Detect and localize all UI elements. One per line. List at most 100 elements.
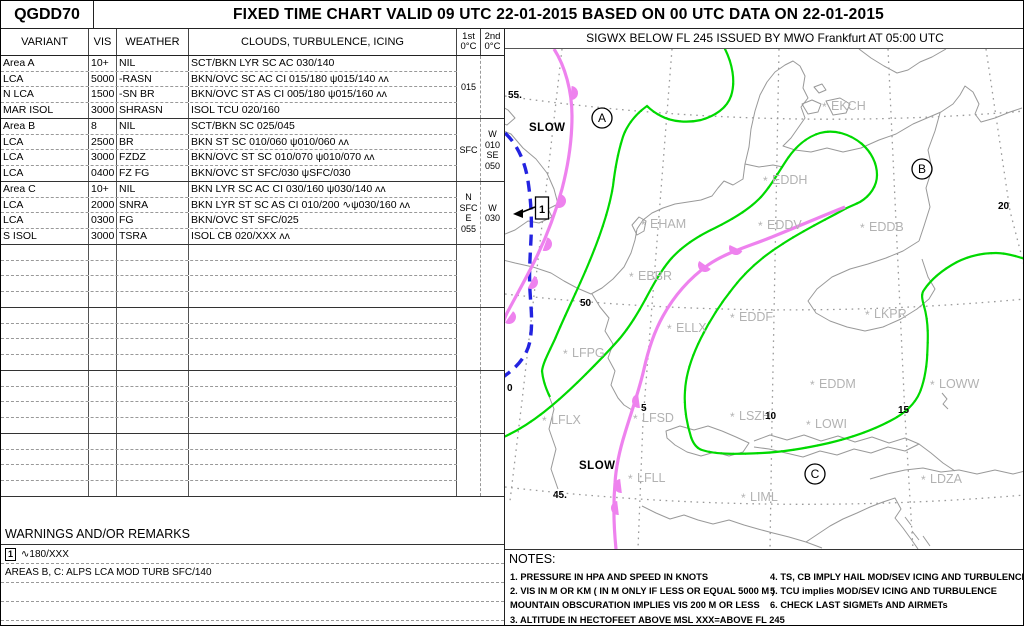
meridian-20e xyxy=(985,49,1023,264)
area-circle-a xyxy=(591,107,613,129)
cell-weather xyxy=(117,245,189,260)
station-label-lfsd: LFSD xyxy=(642,411,674,425)
cell-variant: LCA xyxy=(1,71,89,86)
cell-2nd-0c xyxy=(481,371,504,433)
table-group-empty xyxy=(1,371,504,434)
border-sava xyxy=(869,467,1023,480)
cell-clouds xyxy=(189,308,457,323)
cell-weather xyxy=(117,417,189,433)
coast-danish-isle-1 xyxy=(801,99,822,115)
cell-1st-0c: 015 xyxy=(457,56,481,118)
cell-clouds: BKN/OVC SC AC CI 015/180 ψ015/140 ʌʌ xyxy=(189,71,457,86)
coord-label-45: 45. xyxy=(553,490,567,501)
cell-vis xyxy=(89,339,117,354)
cell-clouds: BKN LYR ST SC AS CI 010/200 ∿ψ030/160 ʌʌ xyxy=(189,197,457,212)
station-marker-icon: * xyxy=(730,311,735,325)
cell-vis: 0400 xyxy=(89,165,117,181)
coast-liguria-po xyxy=(641,505,823,549)
cell-vis: 5000 xyxy=(89,71,117,86)
cell-variant xyxy=(1,339,89,354)
cell-variant: LCA xyxy=(1,134,89,149)
cell-weather: SHRASN xyxy=(117,102,189,118)
col-header-2nd-0c: 2nd 0°C xyxy=(484,31,501,52)
coord-label-10: 10 xyxy=(765,411,777,422)
warning-1-marker-label: 1 xyxy=(539,204,545,216)
note-line: 4. TS, CB IMPLY HAIL MOD/SEV ICING AND T… xyxy=(770,572,1024,582)
note-line: 1. PRESSURE IN HPA AND SPEED IN KNOTS xyxy=(510,572,709,582)
station-label-lflx: LFLX xyxy=(551,413,582,427)
area-label-c: C xyxy=(811,467,820,481)
table-row: LCA 5000 -RASN BKN/OVC SC AC CI 015/180 ψ01… xyxy=(1,71,457,87)
table-row-empty xyxy=(1,308,457,324)
cell-1st-0c xyxy=(457,308,481,370)
cell-weather xyxy=(117,480,189,496)
table-row: LCA 0400 FZ FG BKN/OVC ST SFC/030 ψSFC/030 xyxy=(1,165,457,181)
cell-vis xyxy=(89,465,117,480)
table-row-empty xyxy=(1,465,457,481)
front-symbol xyxy=(729,245,743,255)
cell-vis: 1500 xyxy=(89,87,117,102)
cell-vis xyxy=(89,323,117,338)
station-label-eddf: EDDF xyxy=(739,310,773,324)
table-group-empty xyxy=(1,434,504,497)
cell-clouds xyxy=(189,323,457,338)
station-label-liml: LIML xyxy=(750,490,778,504)
coast-danish-isle-2 xyxy=(825,97,851,116)
station-marker-icon: * xyxy=(633,412,638,426)
station-label-eddv: EDDV xyxy=(767,218,802,232)
cell-variant: LCA xyxy=(1,165,89,181)
station-label-eddb: EDDB xyxy=(869,220,904,234)
border-oder xyxy=(918,112,941,242)
table-row-empty xyxy=(1,339,457,355)
cell-variant xyxy=(1,323,89,338)
cell-weather: -RASN xyxy=(117,71,189,86)
cell-variant xyxy=(1,245,89,260)
station-marker-icon: * xyxy=(730,410,735,424)
table-row-empty xyxy=(1,371,457,387)
cell-variant: Area B xyxy=(1,119,89,134)
cell-variant xyxy=(1,291,89,307)
station-label-ekch: EKCH xyxy=(831,99,866,113)
lake-neusiedl xyxy=(941,392,949,410)
table-row: LCA 2500 BR BKN ST SC 010/060 ψ010/060 ʌʌ xyxy=(1,134,457,150)
front-symbol xyxy=(611,501,619,515)
cell-clouds xyxy=(189,245,457,260)
warning-row-empty xyxy=(1,602,504,621)
table-row: MAR ISOL 3000 SHRASN ISOL TCU 020/160 xyxy=(1,102,457,118)
table-row: Area A 10+ NIL SCT/BKN LYR SC AC 030/140 xyxy=(1,56,457,72)
front-symbol xyxy=(542,237,552,251)
front-symbol xyxy=(570,86,578,100)
coast-sweden xyxy=(858,49,947,74)
cell-clouds: BKN/OVC ST AS CI 005/180 ψ015/160 ʌʌ xyxy=(189,87,457,102)
cell-clouds xyxy=(189,260,457,275)
cell-1st-0c xyxy=(457,245,481,307)
cell-vis xyxy=(89,276,117,291)
cell-2nd-0c xyxy=(481,56,504,118)
note-line: 6. CHECK LAST SIGMETs AND AIRMETs xyxy=(770,600,948,611)
front-motion-label-1: SLOW xyxy=(529,122,566,134)
table-row: N LCA 1500 -SN BR BKN/OVC ST AS CI 005/180 … xyxy=(1,87,457,103)
cell-weather xyxy=(117,260,189,275)
coast-croatian-islands xyxy=(904,516,931,547)
cell-2nd-0c xyxy=(481,434,504,496)
coord-label-0: 0 xyxy=(507,383,513,394)
instability-line xyxy=(505,131,534,378)
area-circle-c xyxy=(804,463,826,485)
table-group-empty xyxy=(1,245,504,308)
graticule xyxy=(505,49,1023,549)
coord-label-55: 55. xyxy=(508,90,522,101)
table-row-empty xyxy=(1,402,457,418)
notes-panel: NOTES: 1. PRESSURE IN HPA AND SPEED IN K… xyxy=(505,549,1024,625)
cloud-area-boundaries xyxy=(505,49,1023,454)
cell-weather xyxy=(117,434,189,449)
warning-1-arrowhead xyxy=(513,209,523,218)
meridian-5e xyxy=(637,49,673,549)
cell-variant xyxy=(1,402,89,417)
col-header-clouds: CLOUDS, TURBULENCE, ICING xyxy=(189,29,457,55)
border-denmark xyxy=(744,163,784,168)
meridian-10e xyxy=(769,49,780,549)
cell-clouds: ISOL TCU 020/160 xyxy=(189,102,457,118)
cell-weather: FG xyxy=(117,213,189,228)
cell-weather xyxy=(117,291,189,307)
